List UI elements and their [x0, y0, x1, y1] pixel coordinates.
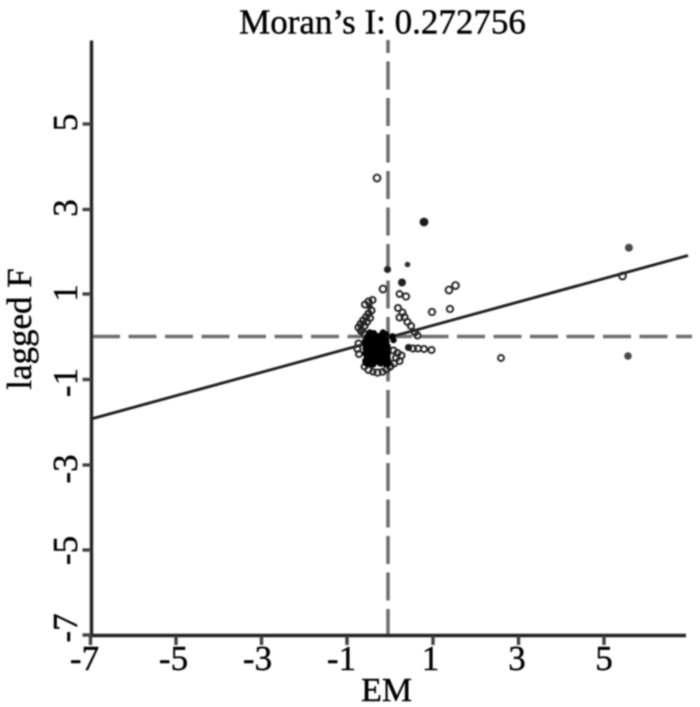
svg-text:1: 1 — [422, 639, 440, 678]
svg-text:-1: -1 — [327, 639, 356, 678]
svg-text:-3: -3 — [46, 454, 85, 483]
svg-text:lagged F: lagged F — [0, 268, 39, 390]
svg-text:-5: -5 — [159, 639, 188, 678]
svg-text:3: 3 — [46, 199, 85, 217]
svg-text:-7: -7 — [70, 639, 99, 678]
svg-text:-1: -1 — [46, 368, 85, 397]
svg-text:EM: EM — [361, 672, 412, 707]
svg-text:-7: -7 — [46, 613, 85, 642]
svg-text:1: 1 — [46, 284, 85, 302]
svg-text:5: 5 — [595, 639, 613, 678]
svg-text:Moran’s I: 0.272756: Moran’s I: 0.272756 — [239, 3, 526, 42]
svg-text:-5: -5 — [46, 536, 85, 565]
svg-text:-3: -3 — [243, 639, 272, 678]
svg-text:5: 5 — [46, 114, 85, 132]
svg-text:3: 3 — [508, 639, 526, 678]
